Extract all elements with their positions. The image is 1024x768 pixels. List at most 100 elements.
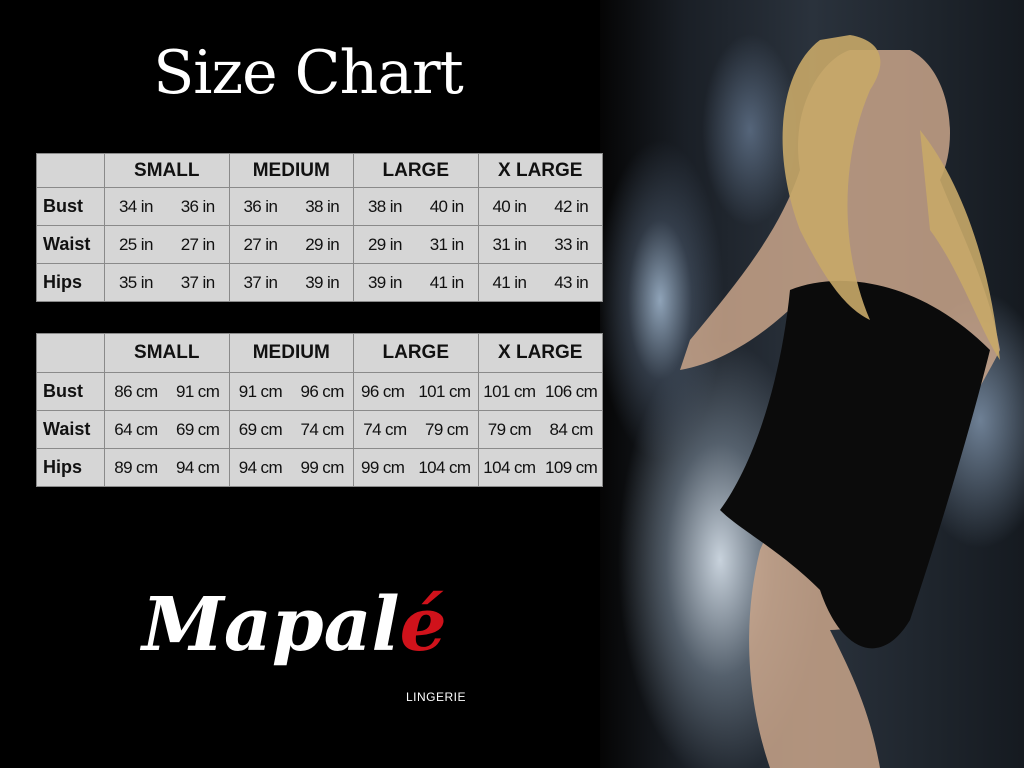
- size-cell: 37 in 39 in: [228, 263, 354, 302]
- min-value: 104 cm: [483, 457, 536, 477]
- size-cell: 40 in 42 in: [477, 187, 603, 226]
- min-value: 89 cm: [114, 457, 158, 477]
- max-value: 69 cm: [175, 419, 220, 439]
- size-cell: 64 cm 69 cm: [104, 410, 230, 449]
- max-value: 29 in: [305, 234, 340, 254]
- min-value: 99 cm: [361, 457, 405, 477]
- max-value: 91 cm: [175, 381, 220, 401]
- min-value: 40 in: [492, 196, 527, 216]
- size-cell: 89 cm 94 cm: [104, 448, 230, 487]
- measurement-row: Bust 34 in 36 in 36 in 38 in 38 in 40 in 40 in 4…: [36, 187, 603, 226]
- size-header: SMALL: [104, 153, 230, 188]
- size-cell: 27 in 29 in: [228, 225, 354, 264]
- row-label: Bust: [36, 372, 105, 411]
- measurement-row: Bust 86 cm 91 cm 91 cm 96 cm 96 cm 101 cm 101 c…: [36, 372, 603, 411]
- max-value: 37 in: [180, 272, 215, 292]
- max-value: 41 in: [429, 272, 464, 292]
- max-value: 40 in: [429, 196, 464, 216]
- header-row: SMALL MEDIUM LARGE X LARGE: [36, 333, 603, 373]
- size-cell: 39 in 41 in: [353, 263, 479, 302]
- min-value: 86 cm: [114, 381, 158, 401]
- min-value: 37 in: [243, 272, 278, 292]
- size-cell: 99 cm 104 cm: [353, 448, 479, 487]
- measurement-row: Waist 64 cm 69 cm 69 cm 74 cm 74 cm 79 cm 79 cm…: [36, 410, 603, 449]
- brand-logo: Mapalé: [139, 582, 447, 668]
- max-value: 31 in: [429, 234, 464, 254]
- max-value: 27 in: [180, 234, 215, 254]
- page-title: Size Chart: [153, 38, 464, 108]
- size-cell: 104 cm 109 cm: [477, 448, 603, 487]
- max-value: 39 in: [305, 272, 340, 292]
- size-cell: 79 cm 84 cm: [477, 410, 603, 449]
- size-header: LARGE: [353, 333, 479, 373]
- min-value: 74 cm: [363, 419, 407, 439]
- min-value: 94 cm: [238, 457, 283, 477]
- min-value: 91 cm: [238, 381, 283, 401]
- row-label: Bust: [36, 187, 105, 226]
- svg-text:Mapalé: Mapalé: [139, 582, 447, 668]
- model-silhouette: [680, 35, 1000, 768]
- size-cell: 94 cm 99 cm: [228, 448, 354, 487]
- max-value: 94 cm: [175, 457, 220, 477]
- size-chart-inches: SMALL MEDIUM LARGE X LARGE Bust 34 in 36 i…: [36, 153, 603, 302]
- size-cell: 74 cm 79 cm: [353, 410, 479, 449]
- min-value: 27 in: [243, 234, 278, 254]
- max-value: 109 cm: [545, 457, 598, 477]
- corner-cell: [36, 333, 105, 373]
- max-value: 42 in: [554, 196, 589, 216]
- row-label: Waist: [36, 410, 105, 449]
- size-header: MEDIUM: [228, 153, 354, 188]
- min-value: 25 in: [118, 234, 153, 254]
- max-value: 84 cm: [549, 419, 593, 439]
- size-header: SMALL: [104, 333, 230, 373]
- max-value: 101 cm: [418, 381, 471, 401]
- measurement-row: Hips 35 in 37 in 37 in 39 in 39 in 41 in 41 in 4…: [36, 263, 603, 302]
- row-label: Waist: [36, 225, 105, 264]
- min-value: 36 in: [243, 196, 278, 216]
- min-value: 38 in: [367, 196, 402, 216]
- max-value: 96 cm: [300, 381, 344, 401]
- max-value: 99 cm: [300, 457, 344, 477]
- max-value: 104 cm: [418, 457, 471, 477]
- size-cell: 41 in 43 in: [477, 263, 603, 302]
- size-cell: 91 cm 96 cm: [228, 372, 354, 411]
- min-value: 41 in: [492, 272, 527, 292]
- size-cell: 34 in 36 in: [104, 187, 230, 226]
- size-cell: 86 cm 91 cm: [104, 372, 230, 411]
- min-value: 29 in: [367, 234, 402, 254]
- size-cell: 29 in 31 in: [353, 225, 479, 264]
- min-value: 35 in: [118, 272, 153, 292]
- min-value: 101 cm: [483, 381, 536, 401]
- size-cell: 31 in 33 in: [477, 225, 603, 264]
- size-cell: 38 in 40 in: [353, 187, 479, 226]
- max-value: 38 in: [305, 196, 340, 216]
- max-value: 79 cm: [424, 419, 469, 439]
- min-value: 69 cm: [238, 419, 283, 439]
- min-value: 96 cm: [361, 381, 405, 401]
- size-cell: 101 cm 106 cm: [477, 372, 603, 411]
- min-value: 79 cm: [487, 419, 532, 439]
- size-cell: 36 in 38 in: [228, 187, 354, 226]
- max-value: 43 in: [554, 272, 589, 292]
- row-label: Hips: [36, 263, 105, 302]
- min-value: 39 in: [367, 272, 402, 292]
- min-value: 64 cm: [114, 419, 158, 439]
- size-cell: 96 cm 101 cm: [353, 372, 479, 411]
- max-value: 74 cm: [300, 419, 344, 439]
- size-header: LARGE: [353, 153, 479, 188]
- max-value: 36 in: [180, 196, 215, 216]
- size-cell: 69 cm 74 cm: [228, 410, 354, 449]
- corner-cell: [36, 153, 105, 188]
- model-photo: [600, 0, 1024, 768]
- size-chart-cm: SMALL MEDIUM LARGE X LARGE Bust 86 cm 91 c…: [36, 333, 603, 487]
- row-label: Hips: [36, 448, 105, 487]
- logo-tagline: LINGERIE: [406, 690, 467, 704]
- size-header: X LARGE: [477, 333, 603, 373]
- size-header: X LARGE: [477, 153, 603, 188]
- size-cell: 35 in 37 in: [104, 263, 230, 302]
- header-row: SMALL MEDIUM LARGE X LARGE: [36, 153, 603, 188]
- min-value: 31 in: [492, 234, 527, 254]
- measurement-row: Waist 25 in 27 in 27 in 29 in 29 in 31 in 31 in…: [36, 225, 603, 264]
- max-value: 33 in: [554, 234, 589, 254]
- min-value: 34 in: [118, 196, 153, 216]
